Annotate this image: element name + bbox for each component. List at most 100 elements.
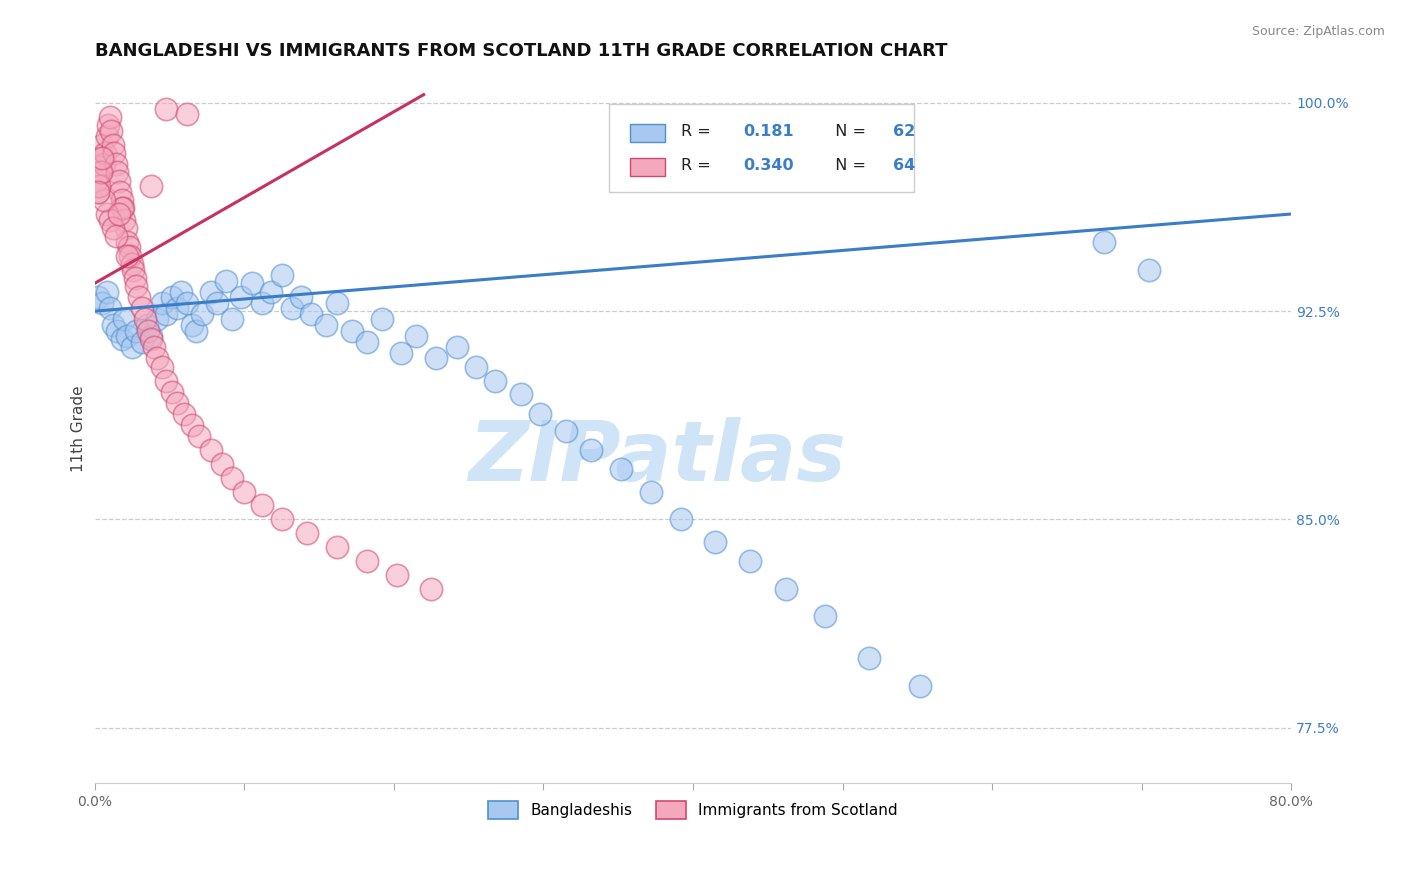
Point <box>86 185 108 199</box>
Point <box>90 165 112 179</box>
Point <box>91 152 114 166</box>
Point <box>813 609 835 624</box>
Point <box>211 457 233 471</box>
Text: ZIPatlas: ZIPatlas <box>468 417 846 498</box>
Point <box>640 484 662 499</box>
Point <box>128 290 150 304</box>
Point <box>290 290 312 304</box>
Point <box>103 145 125 160</box>
Point <box>114 212 136 227</box>
Point <box>215 274 238 288</box>
Text: 64: 64 <box>893 158 915 173</box>
Point <box>176 295 198 310</box>
Point <box>200 442 222 457</box>
Point <box>340 324 363 338</box>
Point <box>94 145 117 160</box>
Point <box>125 279 148 293</box>
Point <box>356 334 378 349</box>
Point <box>101 137 124 152</box>
Point <box>120 249 142 263</box>
Point <box>484 374 506 388</box>
Point <box>125 324 148 338</box>
Point <box>110 332 132 346</box>
Point <box>96 207 118 221</box>
Point <box>98 110 121 124</box>
Point <box>295 526 318 541</box>
Point <box>200 285 222 299</box>
Point <box>138 324 160 338</box>
Point <box>141 332 163 346</box>
Point <box>270 512 292 526</box>
Point <box>98 212 121 227</box>
Point <box>121 257 143 271</box>
Legend: Bangladeshis, Immigrants from Scotland: Bangladeshis, Immigrants from Scotland <box>482 795 904 825</box>
Point <box>425 351 447 366</box>
Point <box>91 295 114 310</box>
FancyBboxPatch shape <box>609 103 914 192</box>
Point <box>221 471 243 485</box>
Point <box>104 229 127 244</box>
Bar <box>630 158 665 177</box>
Point <box>104 157 127 171</box>
Point <box>162 384 184 399</box>
Point <box>250 499 273 513</box>
Point <box>260 285 283 299</box>
Point <box>150 295 173 310</box>
Point <box>118 240 141 254</box>
Point <box>669 512 692 526</box>
Point <box>143 340 166 354</box>
Point <box>405 329 427 343</box>
Point <box>610 462 633 476</box>
Text: 0.340: 0.340 <box>744 158 794 173</box>
Text: R =: R = <box>681 124 721 139</box>
Point <box>1092 235 1115 249</box>
Text: R =: R = <box>681 158 721 173</box>
Point <box>465 359 488 374</box>
Point <box>108 185 131 199</box>
Point <box>155 102 177 116</box>
Bar <box>630 124 665 142</box>
Point <box>141 179 163 194</box>
Point <box>191 307 214 321</box>
Point <box>100 124 122 138</box>
Point <box>114 312 136 326</box>
Point <box>509 387 531 401</box>
Point <box>186 324 208 338</box>
Point <box>87 179 110 194</box>
Text: 62: 62 <box>893 124 915 139</box>
Point <box>105 165 128 179</box>
Point <box>180 417 202 432</box>
Point <box>581 442 603 457</box>
Point <box>96 285 118 299</box>
Point <box>107 174 129 188</box>
Point <box>110 193 132 207</box>
Point <box>98 301 121 316</box>
Point <box>858 651 880 665</box>
Y-axis label: 11th Grade: 11th Grade <box>72 386 86 473</box>
Point <box>738 554 761 568</box>
Point <box>115 220 138 235</box>
Point <box>166 301 188 316</box>
Point <box>93 193 115 207</box>
Point <box>704 534 727 549</box>
Point <box>315 318 337 332</box>
Point <box>93 157 115 171</box>
Point <box>301 307 323 321</box>
Point <box>121 340 143 354</box>
Point <box>150 359 173 374</box>
Point <box>240 277 263 291</box>
Text: 0.181: 0.181 <box>744 124 794 139</box>
Point <box>389 346 412 360</box>
Point <box>146 312 169 326</box>
Point <box>110 202 132 216</box>
Point <box>326 540 349 554</box>
Point <box>90 165 112 179</box>
Point <box>371 312 394 326</box>
Point <box>97 118 120 132</box>
Point <box>86 185 108 199</box>
Point <box>166 396 188 410</box>
Point <box>250 295 273 310</box>
Point <box>117 329 139 343</box>
Point <box>231 290 253 304</box>
Point <box>111 202 134 216</box>
